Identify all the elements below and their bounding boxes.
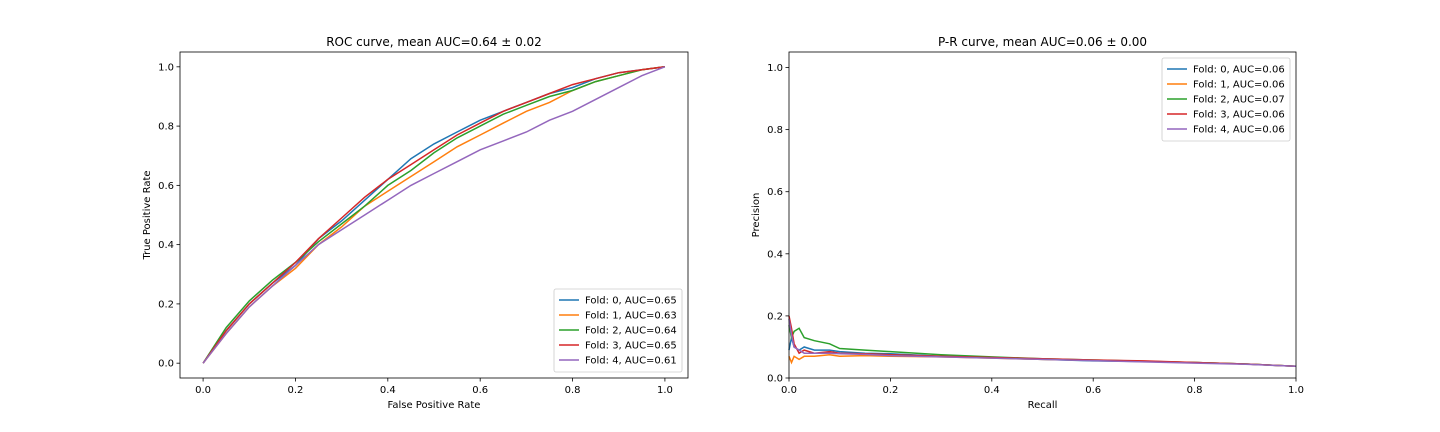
legend-label: Fold: 2, AUC=0.64	[585, 326, 677, 337]
pr-axes-frame	[788, 51, 1297, 379]
y-tick-label: 0.6	[767, 187, 783, 198]
pr-chart: P-R curve, mean AUC=0.06 ± 0.00 Recall P…	[751, 35, 1304, 411]
pr-ticks: 0.0 0.2 0.4 0.6 0.8 1.0 0.0 0.2 0.4 0.6 0.8 1.0	[767, 63, 1304, 396]
y-tick-label: 0.4	[158, 240, 174, 251]
roc-ylabel: True Positive Rate	[142, 170, 153, 260]
x-tick-label: 0.0	[195, 385, 211, 396]
pr-title: P-R curve, mean AUC=0.06 ± 0.00	[938, 35, 1147, 49]
y-tick-label: 0.4	[767, 249, 783, 260]
legend-label: Fold: 3, AUC=0.65	[585, 341, 677, 352]
pr-legend: Fold: 0, AUC=0.06 Fold: 1, AUC=0.06 Fold: …	[1161, 57, 1291, 142]
legend-box	[1161, 57, 1291, 142]
series-line-fold-2	[202, 66, 665, 364]
roc-ticks: 0.0 0.2 0.4 0.6 0.8 1.0 0.0 0.2 0.4 0.6 0.8 1.0	[158, 62, 673, 396]
series-line-fold-1	[788, 353, 1297, 367]
roc-legend: Fold: 0, AUC=0.65 Fold: 1, AUC=0.63 Fold: …	[553, 288, 683, 373]
legend-label: Fold: 1, AUC=0.06	[1193, 80, 1285, 91]
x-tick-label: 1.0	[1288, 385, 1304, 396]
legend-label: Fold: 2, AUC=0.07	[1193, 95, 1285, 106]
legend-label: Fold: 1, AUC=0.63	[585, 311, 677, 322]
series-line-fold-4	[788, 318, 1297, 367]
series-line-fold-4	[202, 66, 666, 364]
roc-axes-frame	[179, 51, 689, 379]
x-tick-label: 0.2	[882, 385, 898, 396]
y-tick-label: 0.2	[158, 299, 174, 310]
x-tick-label: 0.2	[288, 385, 304, 396]
legend-box	[553, 288, 683, 373]
series-line-fold-0	[788, 337, 1297, 367]
roc-chart: ROC curve, mean AUC=0.64 ± 0.02 False Po…	[142, 35, 689, 411]
roc-lines	[202, 66, 666, 364]
legend-label: Fold: 0, AUC=0.65	[585, 296, 677, 307]
roc-title: ROC curve, mean AUC=0.64 ± 0.02	[326, 35, 542, 49]
x-tick-label: 0.6	[1085, 385, 1101, 396]
x-tick-label: 0.0	[781, 385, 797, 396]
y-tick-label: 1.0	[767, 63, 783, 74]
x-tick-label: 0.8	[1187, 385, 1203, 396]
y-tick-label: 0.8	[767, 125, 783, 136]
x-tick-label: 0.6	[472, 385, 488, 396]
y-tick-label: 0.6	[158, 181, 174, 192]
pr-xlabel: Recall	[1028, 400, 1058, 411]
pr-lines	[788, 315, 1297, 367]
legend-label: Fold: 4, AUC=0.06	[1193, 125, 1285, 136]
y-tick-label: 0.8	[158, 122, 174, 133]
legend-label: Fold: 0, AUC=0.06	[1193, 65, 1285, 76]
x-tick-label: 0.4	[380, 385, 396, 396]
legend-label: Fold: 3, AUC=0.06	[1193, 110, 1285, 121]
pr-ylabel: Precision	[751, 193, 762, 238]
x-tick-label: 0.4	[984, 385, 1000, 396]
y-tick-label: 0.0	[158, 359, 174, 370]
y-tick-label: 1.0	[158, 62, 174, 73]
roc-xlabel: False Positive Rate	[388, 400, 481, 411]
legend-label: Fold: 4, AUC=0.61	[585, 356, 677, 367]
x-tick-label: 1.0	[657, 385, 673, 396]
y-tick-label: 0.0	[767, 374, 783, 385]
series-line-fold-3	[202, 66, 665, 364]
x-tick-label: 0.8	[565, 385, 581, 396]
y-tick-label: 0.2	[767, 311, 783, 322]
